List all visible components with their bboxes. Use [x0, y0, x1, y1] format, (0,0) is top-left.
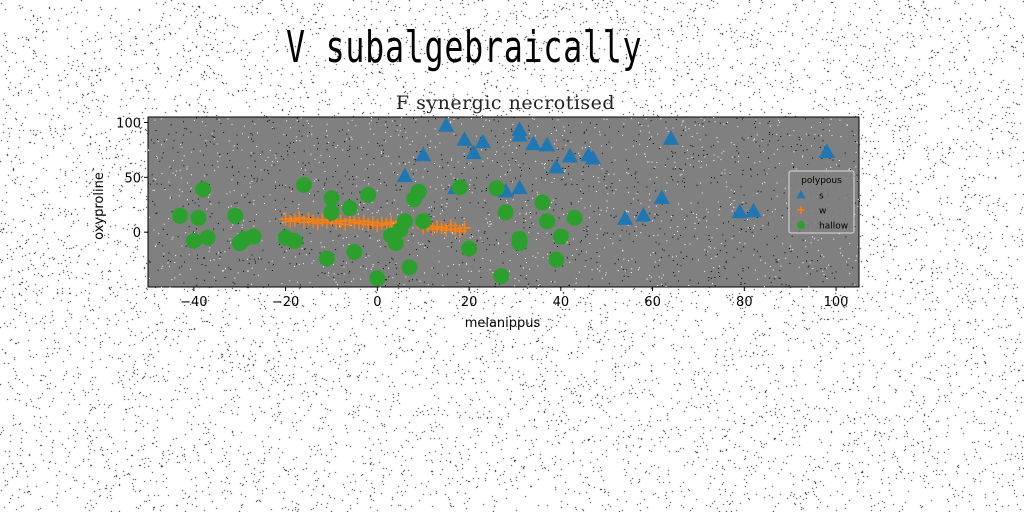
- point-s: [561, 147, 579, 163]
- point-hallow: [401, 259, 418, 276]
- point-s: [818, 143, 836, 158]
- x-tick-label: 100: [824, 295, 849, 310]
- point-hallow: [346, 243, 363, 260]
- point-s: [635, 207, 652, 222]
- point-hallow: [190, 209, 207, 226]
- point-hallow: [488, 180, 505, 197]
- legend-marker-w: [797, 206, 805, 214]
- legend-marker-s: [796, 190, 806, 199]
- point-s: [474, 133, 491, 149]
- point-hallow: [227, 207, 244, 224]
- point-s: [731, 203, 748, 219]
- x-tick-label: 60: [644, 295, 661, 310]
- point-hallow: [534, 194, 551, 211]
- point-hallow: [360, 186, 377, 203]
- figure-suptitle: V subalgebraically: [286, 22, 643, 73]
- x-tick-label: 40: [553, 295, 570, 310]
- x-tick-label: 20: [461, 295, 478, 310]
- point-hallow: [195, 181, 212, 198]
- legend-title: polypous: [801, 176, 842, 186]
- legend-entry-s: s: [819, 192, 824, 202]
- point-hallow: [493, 268, 510, 285]
- point-hallow: [323, 190, 340, 207]
- legend-box: [788, 170, 855, 234]
- y-tick-label: 0: [133, 226, 141, 241]
- x-axis-label: melanippus: [465, 316, 541, 331]
- y-axis-ticks: 0 50 100: [116, 116, 148, 241]
- x-tick-label: −20: [272, 295, 299, 310]
- point-s: [511, 179, 528, 195]
- point-hallow: [461, 240, 478, 257]
- point-s: [584, 149, 602, 165]
- point-s: [662, 130, 680, 145]
- point-hallow: [369, 270, 386, 287]
- legend-marker-hallow: [797, 221, 805, 229]
- chart-title: F synergic necrotised: [396, 92, 615, 114]
- point-s: [745, 202, 762, 218]
- y-tick-label: 50: [124, 171, 141, 186]
- point-hallow: [451, 179, 468, 196]
- plot-area: [147, 116, 860, 288]
- x-tick-label: −40: [180, 295, 207, 310]
- point-hallow: [286, 232, 303, 249]
- x-tick-label: 0: [373, 295, 381, 310]
- point-w: [458, 221, 472, 235]
- point-hallow: [323, 204, 340, 221]
- point-hallow: [245, 228, 262, 245]
- point-s: [456, 131, 473, 146]
- point-s: [525, 135, 542, 151]
- point-hallow: [552, 228, 569, 245]
- legend-entry-w: w: [819, 207, 826, 217]
- point-s: [415, 146, 432, 162]
- point-s: [511, 126, 528, 142]
- legend-entry-hallow: hallow: [819, 222, 848, 232]
- point-hallow: [199, 229, 216, 246]
- point-hallow: [548, 251, 565, 268]
- point-s: [396, 167, 413, 183]
- point-s: [548, 158, 565, 174]
- point-hallow: [415, 213, 432, 230]
- point-hallow: [511, 230, 528, 247]
- point-hallow: [539, 213, 556, 230]
- point-hallow: [172, 207, 189, 224]
- x-axis-ticks: −40 −20 0 20 40 60 80 100: [180, 287, 848, 310]
- point-hallow: [387, 235, 404, 252]
- point-hallow: [295, 177, 312, 193]
- point-hallow: [410, 183, 427, 200]
- point-hallow: [396, 213, 413, 230]
- point-hallow: [341, 200, 358, 217]
- point-s: [653, 189, 670, 205]
- point-hallow: [566, 209, 583, 226]
- point-s: [465, 144, 482, 160]
- point-s: [616, 210, 634, 225]
- point-hallow: [497, 204, 514, 221]
- point-hallow: [318, 250, 335, 267]
- legend: polypous sw hallow: [788, 170, 855, 234]
- point-hallow: [185, 232, 202, 249]
- y-tick-label: 100: [116, 116, 141, 131]
- x-tick-label: 80: [736, 295, 753, 310]
- point-s: [438, 117, 455, 132]
- point-s: [538, 136, 556, 152]
- data-marks: [172, 117, 836, 287]
- y-axis-label: oxyproline: [92, 172, 107, 240]
